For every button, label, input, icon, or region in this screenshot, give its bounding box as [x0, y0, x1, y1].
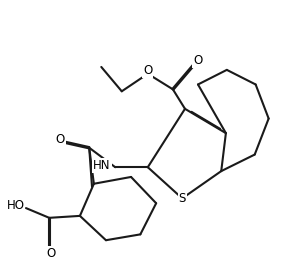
- Text: S: S: [179, 192, 186, 205]
- Text: O: O: [193, 54, 202, 67]
- Text: O: O: [143, 64, 153, 77]
- Text: HO: HO: [6, 199, 24, 212]
- Text: O: O: [56, 133, 65, 146]
- Text: O: O: [46, 247, 55, 260]
- Text: HN: HN: [93, 159, 111, 172]
